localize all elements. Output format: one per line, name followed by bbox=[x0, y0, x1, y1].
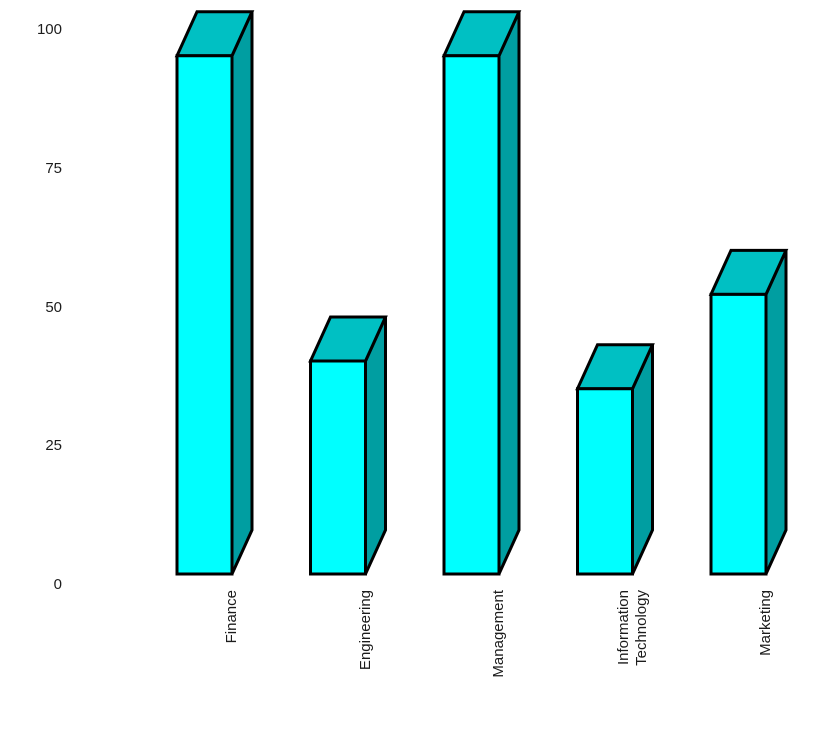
bar-information-technology bbox=[575, 343, 655, 576]
y-tick-label-75: 75 bbox=[45, 159, 62, 177]
y-tick-label-0: 0 bbox=[53, 576, 62, 593]
x-label-management: Management bbox=[490, 590, 507, 678]
y-tick-label-100: 100 bbox=[36, 21, 62, 38]
x-label-information-technology: Information Technology bbox=[614, 590, 650, 666]
x-label-marketing: Marketing bbox=[757, 590, 774, 656]
bar-engineering bbox=[308, 315, 388, 576]
y-tick-label-50: 50 bbox=[45, 298, 62, 316]
bar-management bbox=[441, 10, 522, 576]
bar-marketing bbox=[708, 248, 789, 576]
x-label-engineering: Engineering bbox=[356, 590, 374, 671]
x-label-finance: Finance bbox=[223, 590, 240, 644]
bar-finance bbox=[174, 10, 255, 576]
y-tick-label-25: 25 bbox=[45, 437, 62, 455]
